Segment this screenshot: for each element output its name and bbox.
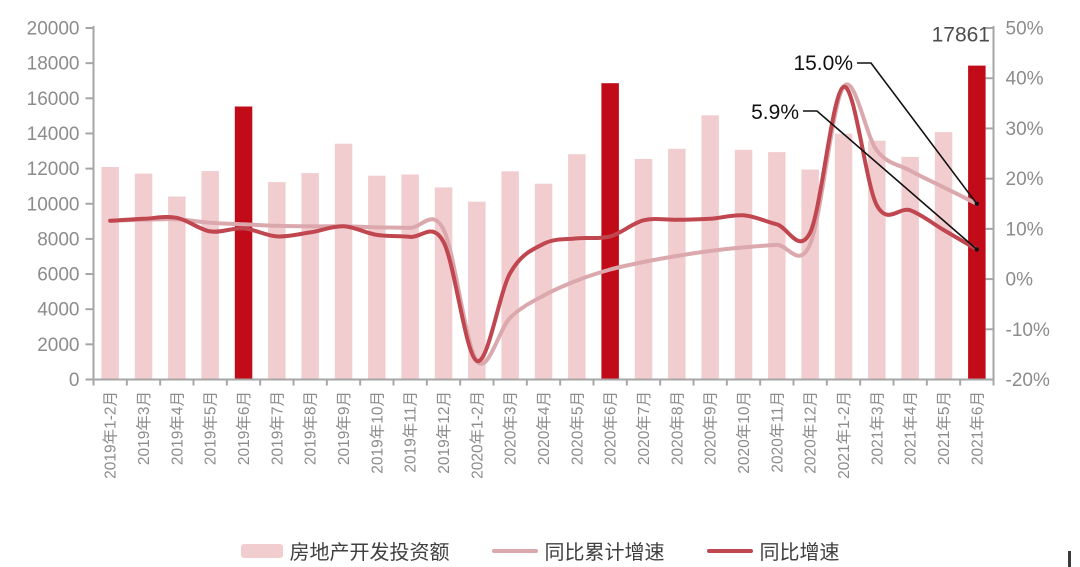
- x-axis-category-label: 2019年10月: [368, 391, 386, 474]
- cumulative-callout-line: [857, 62, 978, 205]
- right-axis-tick-label: 30%: [1006, 119, 1044, 140]
- left-axis-tick-label: 14000: [27, 124, 80, 145]
- left-axis-tick-label: 4000: [37, 300, 79, 321]
- bar-swatch-icon: [240, 543, 283, 558]
- left-axis-tick-label: 8000: [37, 229, 79, 250]
- x-axis-category-label: 2019年3月: [135, 391, 153, 465]
- bar: [468, 201, 486, 380]
- bar: [834, 133, 853, 380]
- right-axis-tick-label: -20%: [1006, 370, 1050, 391]
- bar: [101, 167, 119, 380]
- x-axis-category-label: 2020年5月: [568, 391, 586, 465]
- bar: [434, 187, 453, 380]
- x-axis-category-label: 2020年1-2月: [468, 391, 486, 479]
- bar: [868, 140, 886, 380]
- corner-cursor-mark: [1068, 551, 1071, 567]
- bar: [268, 182, 286, 380]
- bar: [568, 154, 586, 380]
- last-bar-value-label: 17861: [932, 24, 990, 47]
- bar: [668, 148, 686, 380]
- x-axis-category-label: 2019年5月: [202, 391, 220, 465]
- bar: [301, 173, 319, 380]
- legend-label-yoy-growth: 同比增速: [759, 542, 840, 564]
- bar: [901, 156, 919, 380]
- x-axis-category-label: 2019年8月: [302, 391, 320, 465]
- right-axis-tick-label: -10%: [1006, 320, 1050, 341]
- line-yoy-growth: [108, 84, 979, 363]
- yoy-callout-line: [803, 110, 978, 251]
- x-axis-category-label: 2021年5月: [935, 391, 953, 465]
- right-axis-tick-label: 50%: [1006, 19, 1044, 40]
- yoy-growth-callout-label: 5.9%: [751, 101, 799, 124]
- x-axis-category-label: 2019年11月: [402, 391, 420, 473]
- legend-label-cumulative-growth: 同比累计增速: [544, 542, 665, 564]
- bar: [634, 159, 653, 380]
- bar: [201, 171, 219, 380]
- legend-item-investment: 房地产开发投资额: [240, 536, 450, 565]
- left-axis-tick-label: 16000: [27, 89, 80, 110]
- x-axis-category-label: 2020年10月: [735, 391, 753, 474]
- bar: [334, 143, 353, 380]
- bar: [934, 132, 953, 380]
- x-axis-category-label: 2019年1-2月: [102, 391, 120, 479]
- right-axis-tick-label: 0%: [1006, 270, 1034, 291]
- right-axis-tick-label: 20%: [1006, 169, 1044, 190]
- x-axis-category-label: 2019年6月: [235, 391, 253, 465]
- x-axis-category-label: 2021年3月: [868, 391, 886, 465]
- x-axis-category-label: 2019年12月: [435, 391, 453, 474]
- x-axis-category-label: 2021年1-2月: [835, 391, 853, 479]
- bar: [701, 115, 719, 380]
- x-axis-category-label: 2020年7月: [635, 391, 653, 465]
- cumulative-growth-callout-label: 15.0%: [793, 52, 853, 75]
- x-axis-category-label: 2020年4月: [535, 391, 553, 465]
- bar: [768, 152, 786, 380]
- left-axis-tick-label: 20000: [27, 19, 80, 40]
- left-axis-tick-label: 2000: [37, 335, 79, 356]
- line-swatch-icon: [491, 548, 538, 553]
- x-axis-category-label: 2019年9月: [335, 391, 353, 465]
- bar: [168, 196, 186, 380]
- left-axis-tick-label: 18000: [27, 54, 80, 75]
- line-swatch-icon: [706, 548, 753, 553]
- chart-legend: 房地产开发投资额 同比累计增速 同比增速: [0, 536, 1080, 565]
- left-axis-tick-label: 6000: [37, 265, 79, 286]
- legend-item-yoy-growth: 同比增速: [706, 536, 840, 565]
- bar-highlighted: [234, 106, 253, 380]
- x-axis-category-label: 2020年6月: [602, 391, 620, 465]
- x-axis-category-label: 2020年11月: [768, 391, 786, 473]
- bar: [534, 183, 553, 380]
- cumulative-callout-tip: [974, 201, 980, 206]
- left-axis-tick-label: 0: [69, 370, 80, 391]
- bar-highlighted: [968, 65, 986, 380]
- x-axis-category-label: 2020年3月: [502, 391, 520, 465]
- x-axis-category-label: 2021年4月: [902, 391, 920, 465]
- bar-highlighted: [601, 83, 619, 380]
- x-axis-category-label: 2020年8月: [668, 391, 686, 465]
- x-axis-category-label: 2019年7月: [268, 391, 286, 465]
- x-axis-category-label: 2020年9月: [702, 391, 720, 465]
- bar: [134, 173, 153, 380]
- x-axis-category-label: 2021年6月: [968, 391, 986, 465]
- bar: [401, 174, 419, 380]
- yoy-callout-tip: [974, 247, 980, 252]
- legend-item-cumulative-growth: 同比累计增速: [491, 536, 665, 565]
- left-axis-tick-label: 12000: [27, 159, 80, 180]
- x-axis-category-label: 2020年12月: [802, 391, 820, 474]
- right-axis-tick-label: 40%: [1006, 69, 1044, 90]
- right-axis-tick-label: 10%: [1006, 219, 1044, 240]
- legend-label-investment: 房地产开发投资额: [289, 542, 450, 564]
- bar: [734, 149, 753, 380]
- x-axis-category-label: 2019年4月: [168, 391, 186, 465]
- left-axis-tick-label: 10000: [27, 194, 80, 215]
- bar: [368, 175, 386, 380]
